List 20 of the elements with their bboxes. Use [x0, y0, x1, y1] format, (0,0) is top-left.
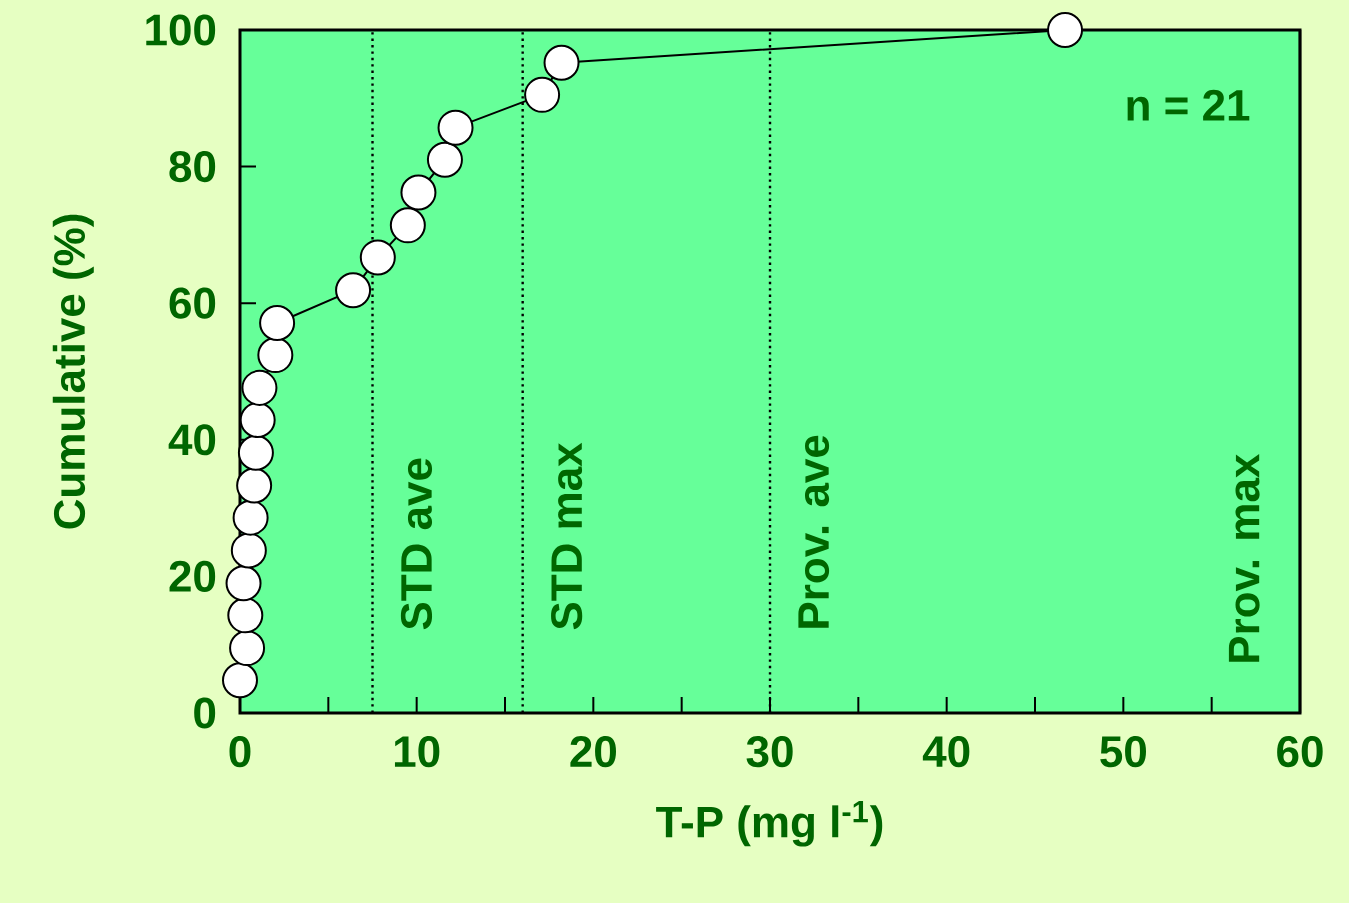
x-tick-label: 30 — [746, 736, 793, 768]
y-tick-label: 0 — [194, 697, 216, 729]
ref-line-label: Prov. ave — [798, 435, 830, 628]
y-tick-label: 40 — [168, 424, 216, 456]
ref-line-label: Prov. max — [1228, 453, 1260, 662]
x-tick-label: 60 — [1277, 736, 1323, 768]
x-tick-label: 0 — [229, 736, 251, 768]
y-tick-label: 60 — [169, 287, 216, 319]
ref-line-label: STD ave — [400, 458, 433, 630]
y-axis-title: Cumulative (%) — [52, 214, 94, 529]
x-tick-label: 40 — [922, 736, 970, 768]
annotation: n = 21 — [1127, 89, 1250, 121]
x-tick-label: 20 — [570, 736, 617, 768]
y-tick-label: 80 — [169, 150, 216, 183]
y-tick-label: 100 — [146, 14, 216, 46]
x-tick-label: 50 — [1100, 736, 1147, 768]
x-axis-title: T-P (mg l$^{-1}$) — [656, 800, 883, 847]
y-tick-label: 20 — [169, 560, 216, 592]
x-tick-label: 10 — [394, 736, 440, 768]
ref-line-label: STD max — [551, 442, 583, 630]
